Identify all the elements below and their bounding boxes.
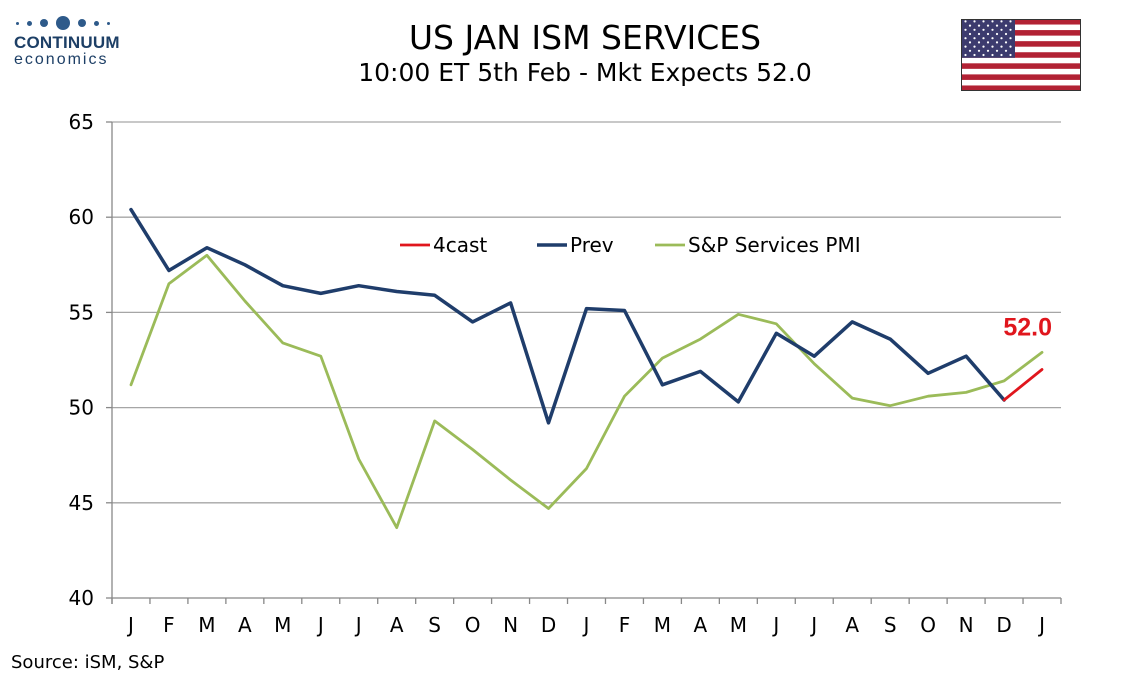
series-line-prev xyxy=(129,207,1006,425)
chart-title: US JAN ISM SERVICES xyxy=(408,18,762,57)
x-tick-label: J xyxy=(316,613,324,637)
y-tick-label: 45 xyxy=(69,491,94,515)
series-line-s-p-services-pmi xyxy=(129,253,1044,529)
series-line-4cast xyxy=(1002,368,1044,402)
x-tick-label: J xyxy=(582,613,590,637)
x-tick-label: S xyxy=(884,613,897,637)
y-tick-label: 65 xyxy=(69,110,94,134)
x-tick-label: M xyxy=(198,613,215,637)
y-tick-label: 40 xyxy=(69,586,94,610)
x-tick-label: J xyxy=(126,613,134,637)
x-tick-label: F xyxy=(163,613,175,637)
x-tick-label: N xyxy=(503,613,518,637)
x-tick-label: D xyxy=(541,613,556,637)
x-tick-label: M xyxy=(730,613,747,637)
x-tick-label: J xyxy=(354,613,362,637)
x-tick-label: A xyxy=(845,613,859,637)
x-tick-label: N xyxy=(959,613,974,637)
legend: 4cast Prev S&P Services PMI xyxy=(400,233,861,257)
y-axis-ticks: 40 45 50 55 60 65 xyxy=(69,110,94,610)
x-tick-label: O xyxy=(465,613,481,637)
x-tick-label: J xyxy=(771,613,779,637)
source-note: Source: iSM, S&P xyxy=(11,652,165,673)
x-tick-label: A xyxy=(694,613,708,637)
axes xyxy=(106,121,1062,604)
logo-subtext: economics xyxy=(14,51,109,68)
x-tick-label: S xyxy=(428,613,441,637)
forecast-value-label: 52.0 xyxy=(1003,314,1052,342)
x-tick-label: D xyxy=(996,613,1011,637)
logo-brand: CONTINUUM xyxy=(14,33,120,52)
legend-label: S&P Services PMI xyxy=(688,233,861,257)
us-flag-icon xyxy=(961,19,1081,91)
y-tick-label: 50 xyxy=(69,396,94,420)
x-tick-label: M xyxy=(274,613,291,637)
x-tick-label: A xyxy=(390,613,404,637)
x-tick-label: J xyxy=(809,613,817,637)
continuum-logo: CONTINUUM economics xyxy=(14,14,134,76)
x-tick-label: M xyxy=(654,613,671,637)
series-lines xyxy=(129,207,1044,529)
x-tick-label: A xyxy=(238,613,252,637)
logo-dots-icon xyxy=(14,14,134,32)
x-tick-label: F xyxy=(619,613,631,637)
legend-label: Prev xyxy=(570,233,614,257)
y-tick-label: 60 xyxy=(69,205,94,229)
y-tick-label: 55 xyxy=(69,300,94,324)
chart-subtitle: 10:00 ET 5th Feb - Mkt Expects 52.0 xyxy=(358,58,812,87)
chart-header: US JAN ISM SERVICES 10:00 ET 5th Feb - M… xyxy=(285,18,885,89)
legend-label: 4cast xyxy=(433,233,487,257)
x-tick-label: J xyxy=(1037,613,1045,637)
x-tick-label: O xyxy=(920,613,936,637)
